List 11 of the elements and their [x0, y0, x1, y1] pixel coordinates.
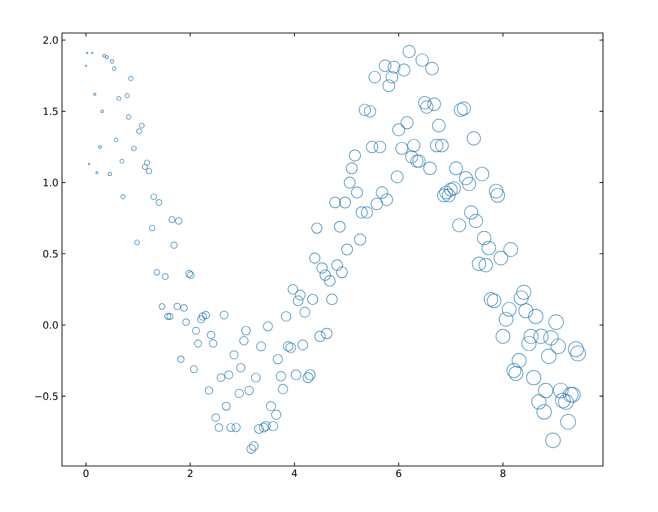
x-tick-label: 2: [188, 470, 192, 477]
x-tick-label: 4: [292, 470, 298, 477]
y-tick-label: 2.0: [43, 36, 58, 44]
y-tick-label: −0.5: [35, 392, 58, 400]
y-tick-label: 1.0: [44, 178, 58, 186]
y-tick-label: 0.5: [43, 250, 58, 258]
y-tick-label: 1.5: [44, 108, 58, 116]
x-tick-label: 8: [500, 470, 506, 478]
x-tick-label: 6: [396, 470, 402, 478]
y-tick-label: 0.0: [43, 321, 58, 329]
x-tick-label: 0: [83, 470, 88, 478]
